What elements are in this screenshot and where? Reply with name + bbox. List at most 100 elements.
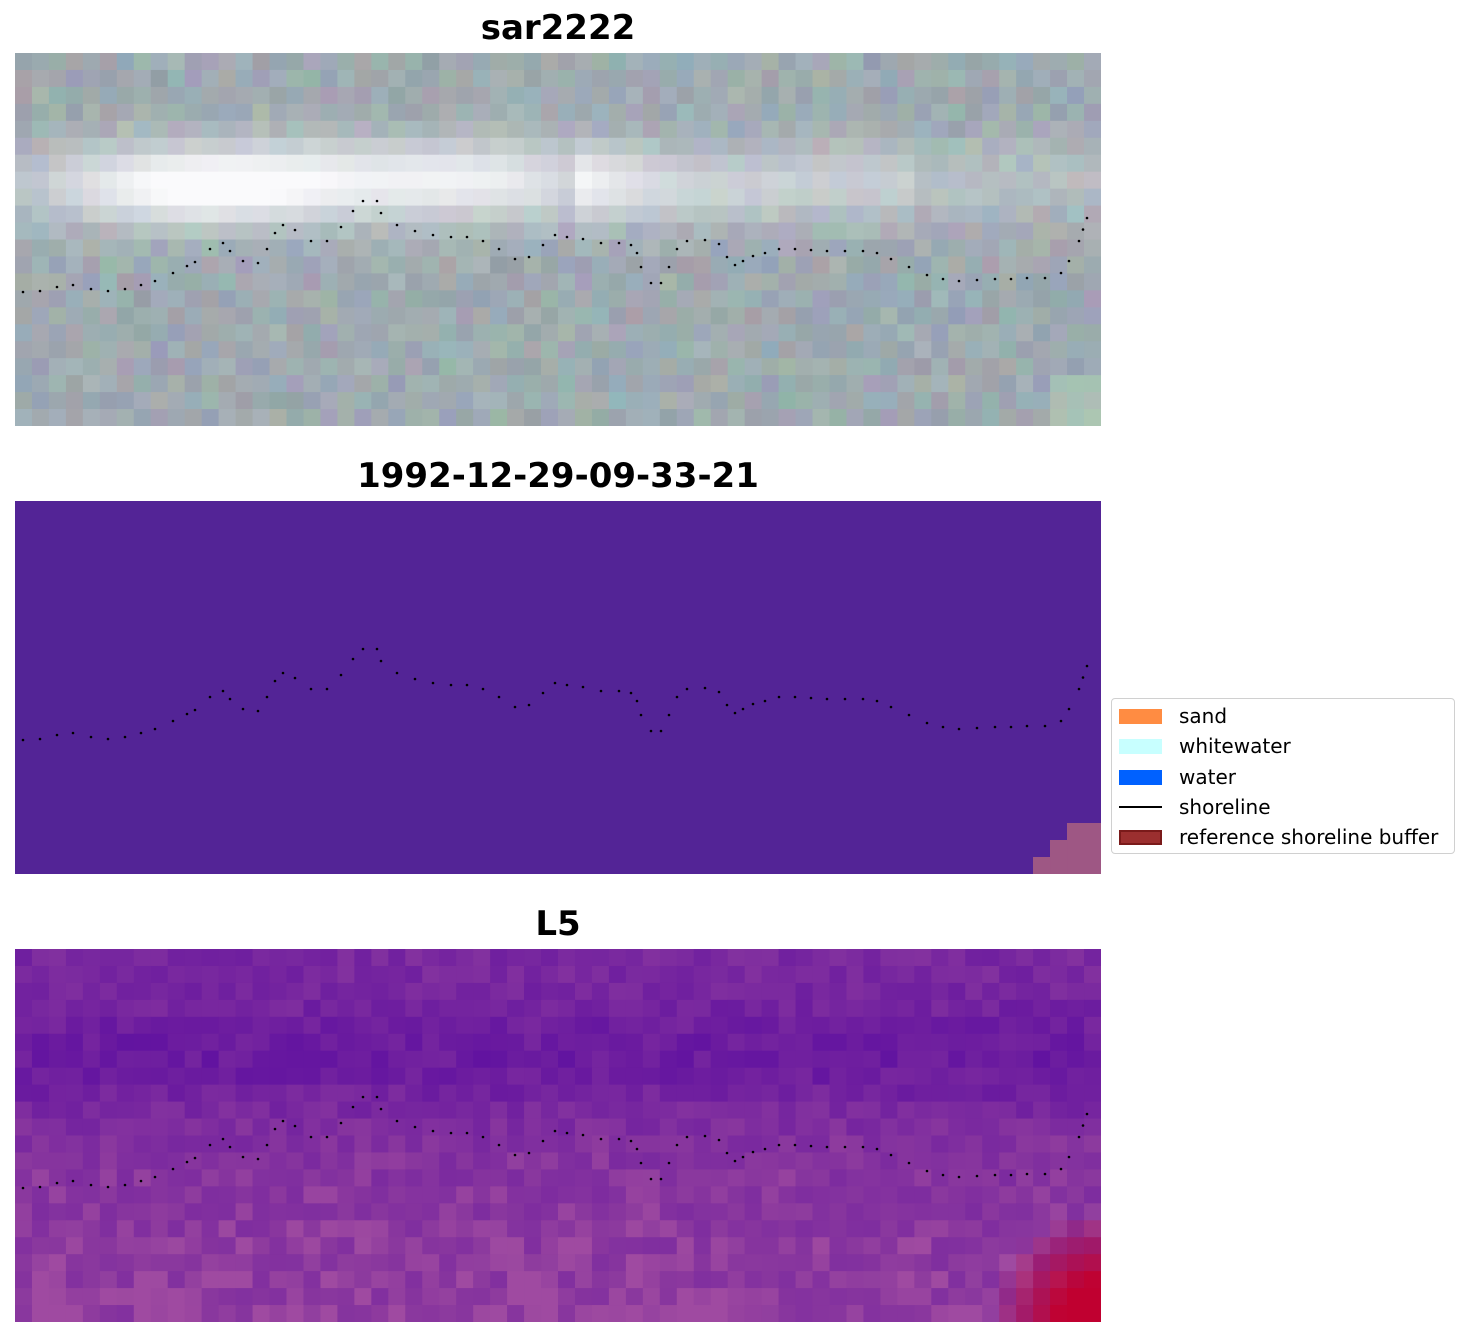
index-pixel	[676, 982, 695, 1001]
index-pixel	[439, 1101, 457, 1120]
rgb-pixel	[982, 324, 1000, 342]
rgb-pixel	[524, 392, 542, 410]
index-pixel	[931, 1135, 949, 1154]
index-pixel	[558, 949, 576, 967]
index-pixel	[507, 1016, 525, 1035]
rgb-pixel	[150, 341, 169, 359]
index-pixel	[133, 1033, 152, 1052]
index-pixel	[541, 965, 559, 984]
rgb-pixel	[863, 171, 882, 190]
index-pixel	[880, 1016, 898, 1035]
index-pixel	[99, 1033, 118, 1052]
index-pixel	[659, 1186, 678, 1204]
index-pixel	[320, 1067, 339, 1086]
index-pixel	[642, 1050, 661, 1069]
index-pixel	[761, 982, 780, 1001]
rgb-pixel	[897, 358, 915, 376]
index-pixel	[642, 1067, 661, 1086]
shoreline-point	[293, 676, 297, 680]
rgb-pixel	[914, 341, 932, 359]
index-pixel	[982, 1186, 1000, 1204]
rgb-pixel	[1067, 53, 1085, 71]
rgb-pixel	[778, 341, 797, 359]
rgb-pixel	[320, 53, 339, 71]
rgb-pixel	[150, 273, 169, 291]
rgb-pixel	[15, 324, 33, 342]
rgb-pixel	[761, 69, 780, 88]
rgb-pixel	[625, 53, 644, 71]
index-pixel	[15, 1135, 33, 1154]
rgb-pixel	[761, 290, 780, 308]
index-pixel	[541, 1220, 559, 1238]
index-pixel	[931, 1152, 949, 1171]
rgb-pixel	[965, 239, 983, 258]
rgb-pixel	[676, 154, 695, 173]
index-pixel	[744, 1203, 763, 1221]
rgb-pixel	[252, 358, 271, 376]
rgb-pixel	[1050, 375, 1068, 393]
index-pixel	[1084, 1305, 1101, 1322]
shoreline-point	[725, 703, 729, 707]
rgb-pixel	[473, 53, 491, 71]
index-pixel	[795, 999, 814, 1018]
rgb-pixel	[931, 409, 949, 426]
rgb-pixel	[388, 375, 406, 393]
rgb-pixel	[371, 120, 389, 139]
index-pixel	[982, 999, 1000, 1018]
rgb-pixel	[99, 307, 118, 325]
index-pixel	[48, 1067, 67, 1086]
shoreline-point	[513, 257, 517, 261]
rgb-pixel	[133, 392, 152, 410]
rgb-pixel	[65, 392, 84, 410]
rgb-pixel	[999, 120, 1017, 139]
index-pixel	[642, 1101, 661, 1120]
shoreline-point	[89, 1183, 93, 1187]
rgb-pixel	[82, 103, 101, 122]
rgb-pixel	[948, 53, 966, 71]
index-pixel	[574, 1186, 593, 1204]
index-pixel	[931, 1203, 949, 1221]
rgb-pixel	[456, 324, 474, 342]
index-pixel	[676, 1220, 695, 1238]
rgb-pixel	[456, 290, 474, 308]
index-pixel	[371, 1084, 389, 1103]
index-pixel	[65, 982, 84, 1001]
index-pixel	[252, 1152, 271, 1171]
index-pixel	[880, 1135, 898, 1154]
rgb-pixel	[812, 137, 831, 156]
index-pixel	[422, 1152, 440, 1171]
rgb-pixel	[439, 69, 457, 88]
index-pixel	[761, 1237, 780, 1255]
rgb-pixel	[320, 86, 339, 105]
index-pixel	[541, 1033, 559, 1052]
index-pixel	[473, 1288, 491, 1306]
rgb-pixel	[184, 358, 203, 376]
rgb-pixel	[574, 86, 593, 105]
rgb-pixel	[880, 273, 898, 291]
rgb-pixel	[303, 86, 322, 105]
index-pixel	[608, 1271, 627, 1289]
rgb-pixel	[422, 120, 440, 139]
index-pixel	[897, 1050, 915, 1069]
index-pixel	[473, 1118, 491, 1137]
shoreline-point	[431, 1129, 435, 1133]
rgb-pixel	[218, 69, 237, 88]
index-pixel	[608, 965, 627, 984]
rgb-pixel	[931, 86, 949, 105]
index-pixel	[167, 982, 186, 1001]
rgb-pixel	[1050, 290, 1068, 308]
index-pixel	[693, 1101, 712, 1120]
index-pixel	[82, 999, 101, 1018]
index-pixel	[507, 965, 525, 984]
rgb-pixel	[625, 375, 644, 393]
rgb-pixel	[490, 103, 508, 122]
rgb-pixel	[982, 375, 1000, 393]
rgb-pixel	[778, 375, 797, 393]
rgb-pixel	[235, 69, 254, 88]
rgb-pixel	[727, 409, 746, 426]
shoreline-point	[171, 271, 175, 275]
rgb-pixel	[354, 324, 372, 342]
index-pixel	[829, 1033, 848, 1052]
shoreline-point	[221, 241, 225, 245]
index-pixel	[31, 1152, 50, 1171]
